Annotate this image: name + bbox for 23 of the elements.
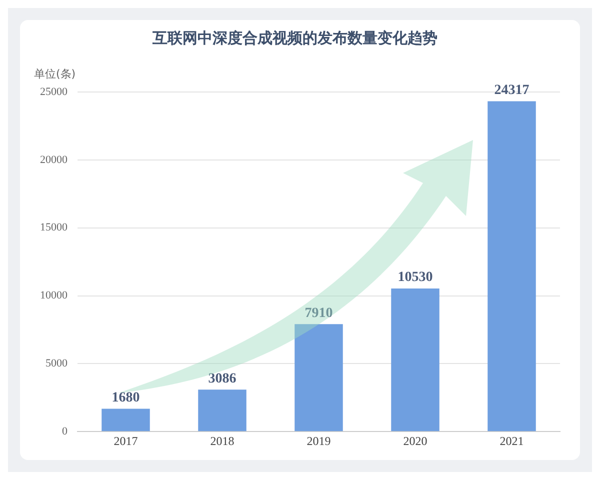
x-tick-label: 2020 <box>403 434 428 448</box>
data-label: 3086 <box>208 371 236 386</box>
data-label: 7910 <box>304 306 333 321</box>
y-tick-label: 5000 <box>46 358 68 370</box>
y-axis-title: 单位(条) <box>34 67 76 80</box>
data-label: 10530 <box>398 270 433 286</box>
bar <box>198 390 246 432</box>
data-label: 1680 <box>112 390 140 406</box>
bar <box>391 288 440 432</box>
x-tick-label: 2018 <box>210 434 234 448</box>
y-tick-label: 10000 <box>40 290 68 302</box>
x-tick-label: 2017 <box>114 434 138 448</box>
bar <box>488 101 536 432</box>
y-tick-label: 20000 <box>40 154 68 166</box>
x-tick-label: 2021 <box>500 434 524 448</box>
bar <box>102 408 150 432</box>
x-tick-label: 2019 <box>306 434 331 448</box>
bar <box>294 324 343 432</box>
y-tick-label: 0 <box>62 425 68 438</box>
y-tick-label: 25000 <box>40 86 68 98</box>
y-tick-label: 15000 <box>40 222 68 234</box>
data-label: 24317 <box>494 82 530 98</box>
chart-title: 互联网中深度合成视频的发布数量变化趋势 <box>152 28 438 47</box>
